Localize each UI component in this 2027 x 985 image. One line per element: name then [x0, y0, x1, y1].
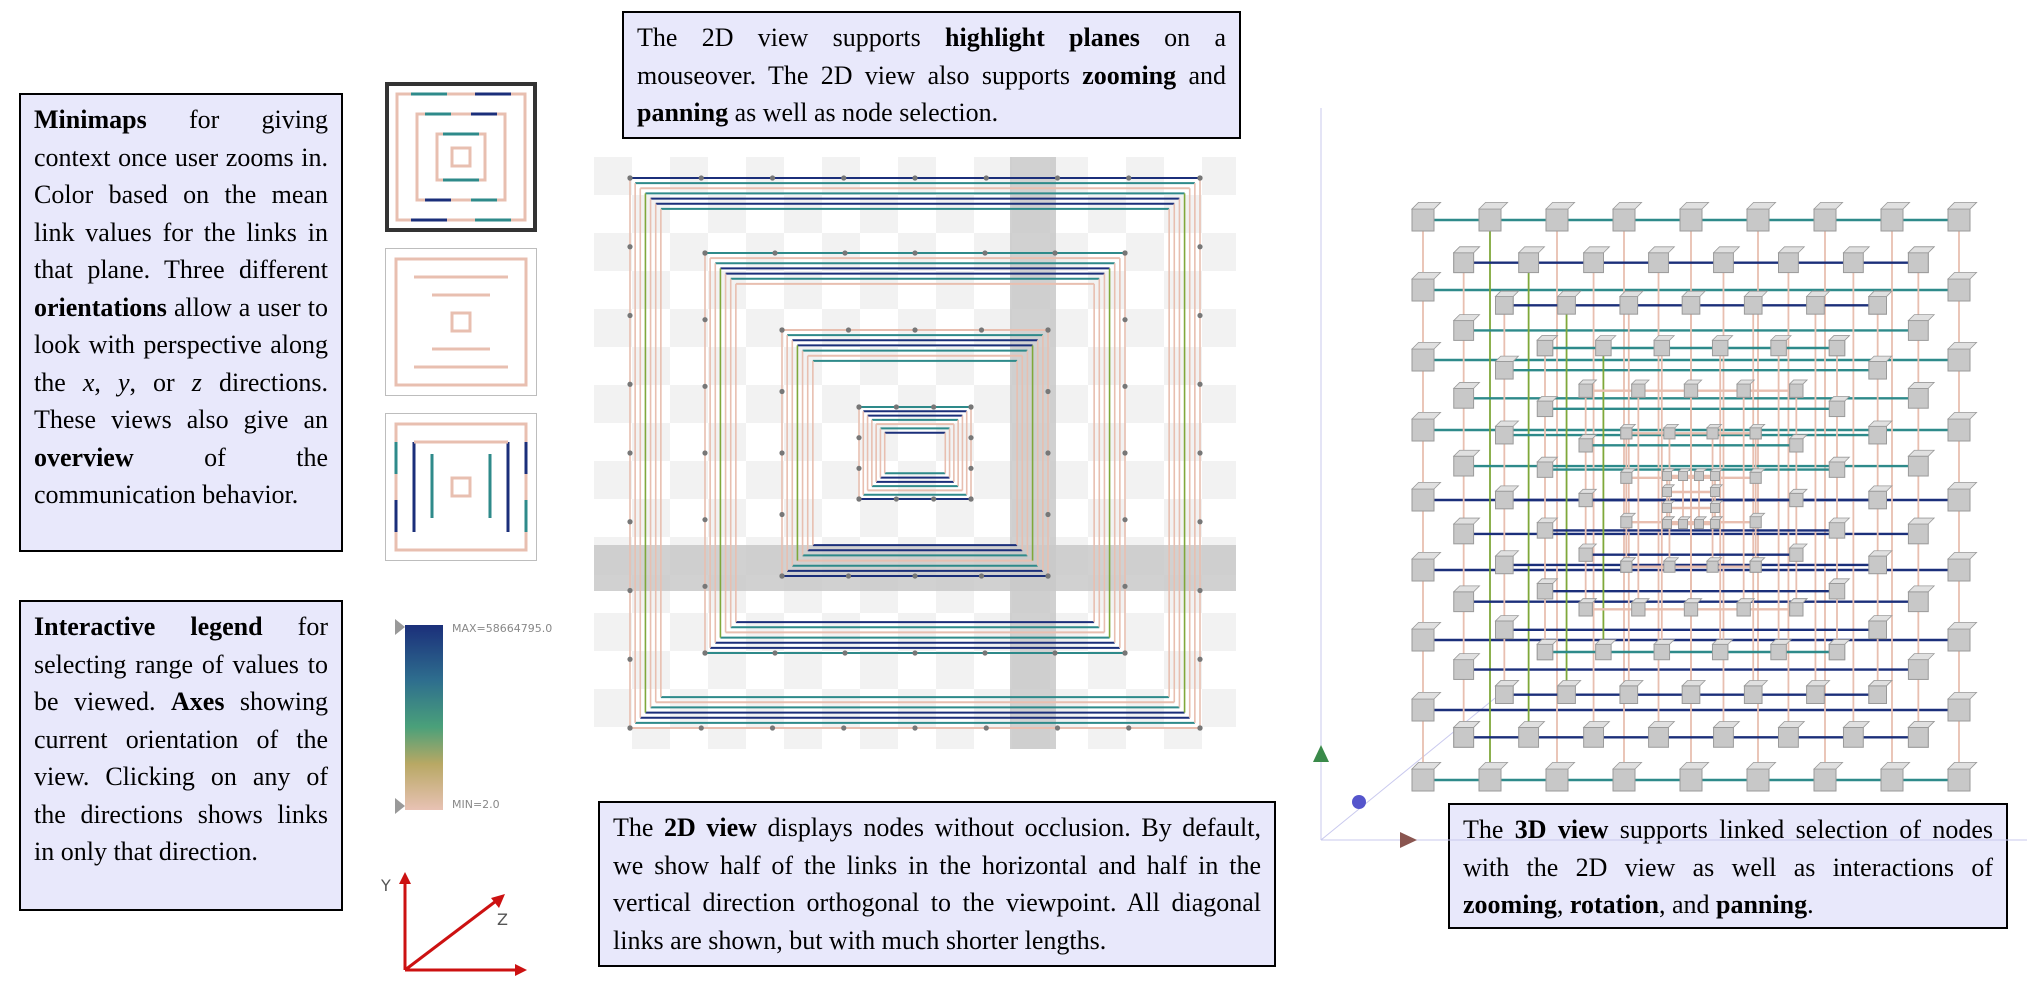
- highlight-planes-term: highlight planes: [945, 23, 1140, 52]
- axes-term: Axes: [171, 687, 225, 716]
- min-handle-icon[interactable]: [395, 798, 405, 814]
- minimaps-note: Minimaps for giving context once user zo…: [19, 93, 343, 552]
- panning-term-3d: panning: [1716, 890, 1808, 919]
- minimap-y[interactable]: [385, 248, 537, 396]
- minimaps-text-4: of the communication behavior.: [34, 442, 328, 510]
- view2d-note: The 2D view displays nodes without occlu…: [598, 801, 1276, 967]
- max-handle-icon[interactable]: [395, 619, 405, 635]
- minimap-x-drawing: [395, 92, 527, 222]
- zooming-term-3d: zooming: [1463, 890, 1557, 919]
- axis-z-label: Z: [497, 910, 508, 929]
- minimap-x[interactable]: [385, 82, 537, 232]
- panning-term: panning: [637, 98, 729, 127]
- legend-max-label: MAX=58664795.0: [452, 622, 553, 635]
- ring-2: [702, 250, 1128, 656]
- interactive-legend-term: Interactive legend: [34, 612, 263, 641]
- view3d-term: 3D view: [1514, 815, 1609, 844]
- view3d-text-2: supports linked selection of nodes with …: [1463, 815, 1993, 882]
- orientations-term: orientations: [34, 292, 167, 322]
- legend-min-label: MIN=2.0: [452, 798, 500, 811]
- color-legend[interactable]: [393, 617, 453, 817]
- axis-y-arrow-icon: [399, 872, 411, 884]
- comma: ,: [94, 367, 118, 397]
- rotation-term: rotation: [1569, 890, 1659, 919]
- highlight-text-2: on a mouseover. The 2D view also support…: [637, 23, 1226, 90]
- orientation-axes[interactable]: [395, 870, 535, 980]
- and-text: and: [1176, 60, 1226, 90]
- view-3d[interactable]: [1305, 100, 2027, 850]
- z-sphere-icon: [1352, 795, 1366, 809]
- view3d-note: The 3D view supports linked selection of…: [1448, 803, 2008, 929]
- ring-3: [779, 327, 1051, 579]
- x-cone-icon: [1400, 832, 1417, 848]
- legend-note: Interactive legend for selecting range o…: [19, 600, 343, 911]
- highlight-text: The 2D view supports: [637, 23, 946, 52]
- legend-text-2: showing current orientation of the view.…: [34, 687, 328, 866]
- minimaps-text-3: directions. These views also give an: [34, 367, 328, 435]
- overview-term: overview: [34, 442, 134, 472]
- view2d-term: 2D view: [664, 813, 757, 842]
- axis-z-line[interactable]: [404, 896, 501, 972]
- minimaps-term: Minimaps: [34, 105, 147, 134]
- axis-3d-depth: [1320, 689, 1506, 841]
- depth-layer-2: [1619, 423, 1766, 573]
- minimap-y-drawing: [394, 257, 528, 387]
- comma-3d: ,: [1556, 890, 1570, 919]
- minimap-z-drawing: [394, 422, 528, 552]
- view2d-text: The: [613, 813, 665, 842]
- or-text: , or: [129, 367, 192, 397]
- z-term: z: [191, 367, 202, 397]
- zooming-term: zooming: [1082, 60, 1177, 90]
- y-cone-icon: [1313, 745, 1329, 762]
- view2d-text-2: displays nodes without occlusion. By def…: [613, 813, 1261, 955]
- minimaps-text-2: allow a user to look with perspective al…: [34, 292, 328, 397]
- minimap-z[interactable]: [385, 413, 537, 561]
- axis-z-arrow-icon: [491, 894, 505, 908]
- period: .: [1807, 890, 1814, 919]
- x-term: x: [82, 367, 95, 397]
- axis-x-arrow-icon: [515, 964, 527, 976]
- depth-layer-6: [1452, 246, 1936, 748]
- legend-gradient-bar[interactable]: [405, 625, 443, 810]
- y-term: y: [117, 367, 130, 397]
- view-2d[interactable]: [594, 157, 1236, 749]
- depth-layer-1: [1661, 468, 1724, 529]
- ring-1: [627, 175, 1203, 731]
- highlight-note: The 2D view supports highlight planes on…: [622, 11, 1241, 139]
- ring-4: [856, 404, 974, 502]
- depth-layer-3: [1578, 379, 1808, 617]
- minimaps-text: for giving context once user zooms in. C…: [34, 105, 328, 284]
- legend-text: for selecting range of values to be view…: [34, 612, 328, 716]
- highlight-plane-horizontal: [594, 545, 1236, 591]
- checker-background: [594, 157, 1236, 749]
- and-text-3d: , and: [1658, 890, 1717, 919]
- axis-y-label: Y: [381, 876, 391, 895]
- highlight-text-3: as well as node selection.: [728, 98, 999, 127]
- view3d-text: The: [1463, 815, 1515, 844]
